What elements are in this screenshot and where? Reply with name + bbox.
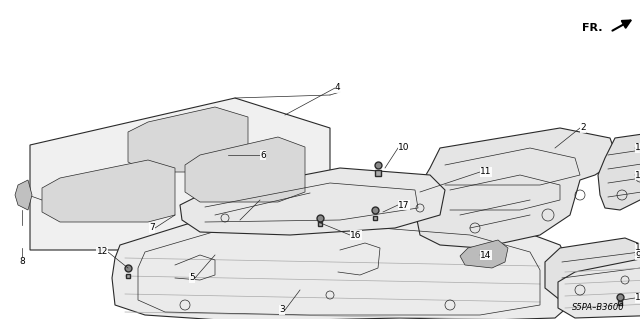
Text: 12: 12	[97, 248, 108, 256]
Polygon shape	[598, 133, 640, 210]
Text: 2: 2	[580, 123, 586, 132]
Text: 6: 6	[260, 151, 266, 160]
Text: 1: 1	[635, 144, 640, 152]
Text: 15: 15	[635, 170, 640, 180]
Polygon shape	[112, 213, 570, 319]
Polygon shape	[545, 238, 640, 305]
Text: 4: 4	[335, 84, 340, 93]
Text: 7: 7	[149, 224, 155, 233]
Polygon shape	[558, 255, 640, 318]
Text: 5: 5	[189, 273, 195, 283]
Polygon shape	[180, 168, 445, 235]
Text: 13: 13	[635, 243, 640, 253]
Text: 10: 10	[398, 144, 410, 152]
Text: 17: 17	[398, 201, 410, 210]
Polygon shape	[30, 98, 330, 250]
Polygon shape	[42, 160, 175, 222]
Text: FR.: FR.	[582, 23, 602, 33]
Polygon shape	[415, 128, 618, 248]
Text: 16: 16	[635, 293, 640, 302]
Polygon shape	[128, 107, 248, 172]
Polygon shape	[185, 137, 305, 202]
Text: 11: 11	[480, 167, 492, 176]
Text: 3: 3	[279, 306, 285, 315]
Polygon shape	[460, 240, 508, 268]
Text: 16: 16	[350, 231, 362, 240]
Text: S5PA–B3600: S5PA–B3600	[572, 303, 625, 313]
Text: 9: 9	[635, 250, 640, 259]
Text: 8: 8	[19, 257, 25, 266]
Polygon shape	[15, 180, 32, 210]
Text: 14: 14	[480, 250, 492, 259]
